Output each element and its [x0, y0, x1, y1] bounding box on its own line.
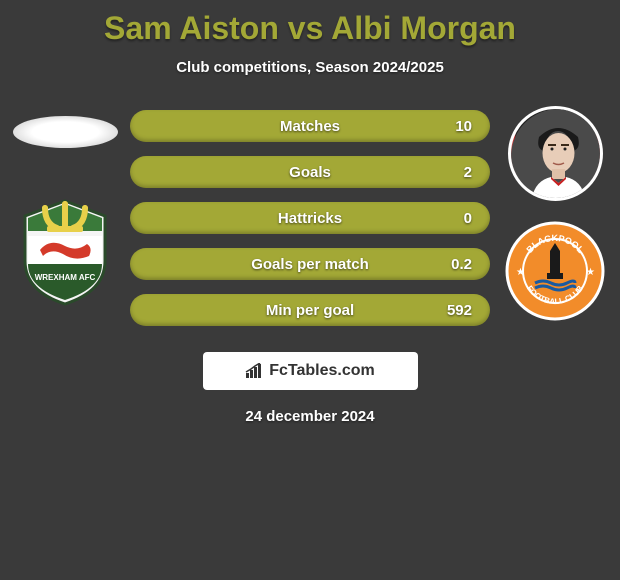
right-player-avatar — [508, 106, 603, 201]
infographic-root: Sam Aiston vs Albi Morgan Club competiti… — [0, 0, 620, 580]
page-subtitle: Club competitions, Season 2024/2025 — [0, 59, 620, 76]
bar-value: 592 — [447, 302, 472, 319]
left-player-column: WREXHAM AFC — [10, 106, 120, 306]
chart-icon — [245, 363, 265, 379]
right-club-crest: BLACKPOOL FOOTBALL CLUB ★ — [505, 221, 605, 321]
bar-hattricks: Hattricks 0 — [130, 202, 490, 234]
bar-value: 2 — [464, 164, 472, 181]
bar-label: Goals per match — [251, 256, 369, 273]
right-player-column: BLACKPOOL FOOTBALL CLUB ★ — [500, 106, 610, 321]
wrexham-crest-svg: WREXHAM AFC — [15, 196, 115, 306]
blackpool-crest-svg: BLACKPOOL FOOTBALL CLUB ★ — [505, 221, 605, 321]
bar-goals-per-match: Goals per match 0.2 — [130, 248, 490, 280]
bar-min-per-goal: Min per goal 592 — [130, 294, 490, 326]
main-row: WREXHAM AFC Matches 10 Goals 2 Hattric — [0, 106, 620, 330]
bar-value: 0.2 — [451, 256, 472, 273]
bar-label: Matches — [280, 118, 340, 135]
bar-value: 0 — [464, 210, 472, 227]
bar-label: Min per goal — [266, 302, 354, 319]
page-title: Sam Aiston vs Albi Morgan — [0, 10, 620, 47]
bar-label: Goals — [289, 164, 331, 181]
bar-value: 10 — [455, 118, 472, 135]
footer-brand-text: FcTables.com — [269, 362, 375, 380]
date-text: 24 december 2024 — [0, 408, 620, 425]
stats-bars: Matches 10 Goals 2 Hattricks 0 Goals per… — [120, 106, 500, 330]
svg-text:★: ★ — [586, 267, 595, 278]
left-club-crest: WREXHAM AFC — [15, 196, 115, 306]
bar-goals: Goals 2 — [130, 156, 490, 188]
left-player-avatar — [13, 116, 118, 148]
footer-brand-box[interactable]: FcTables.com — [203, 352, 418, 390]
svg-text:★: ★ — [516, 267, 525, 278]
bar-matches: Matches 10 — [130, 110, 490, 142]
bar-label: Hattricks — [278, 210, 342, 227]
svg-text:WREXHAM AFC: WREXHAM AFC — [35, 273, 96, 282]
